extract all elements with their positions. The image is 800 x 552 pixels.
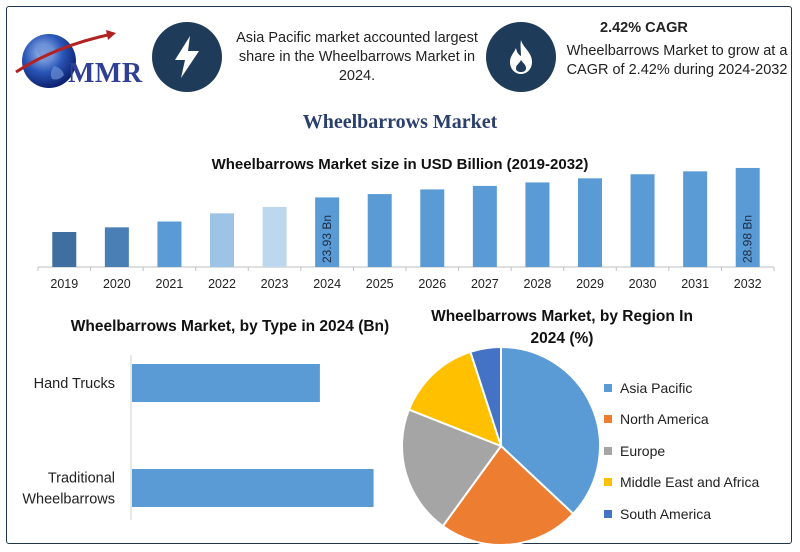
hbar-hand-trucks	[132, 364, 320, 402]
main-title: Wheelbarrows Market	[302, 111, 498, 133]
x-tick-label-2025: 2025	[366, 277, 394, 291]
flame-icon	[510, 40, 532, 74]
legend-swatch	[604, 509, 612, 518]
legend-swatch	[604, 446, 612, 455]
region-chart-title: Wheelbarrows Market, by Region In 2024 (…	[431, 308, 693, 347]
type-chart-title: Wheelbarrows Market, by Type in 2024 (Bn…	[70, 318, 390, 335]
bar-2019	[52, 232, 77, 267]
type-horizontal-bar-chart: Hand Trucks Traditional Wheelbarrows	[22, 355, 374, 520]
x-tick-label-2026: 2026	[418, 277, 446, 291]
y-tick-label: Wheelbarrows	[22, 492, 115, 508]
bar-2022	[210, 213, 234, 267]
y-tick-label: Hand Trucks	[34, 376, 115, 392]
pie-slice-asia-pacific	[500, 345, 601, 516]
legend-label: Asia Pacific	[620, 379, 693, 396]
x-tick-label-2021: 2021	[156, 277, 184, 291]
x-tick-label-2031: 2031	[681, 277, 709, 291]
cagr-text: Wheelbarrows Market to grow at a CAGR of…	[566, 43, 788, 78]
region-legend: Asia Pacific North America Europe Middle Ea…	[604, 372, 759, 530]
pie-slice-south-america	[469, 345, 502, 447]
pie-slice-north-america	[441, 444, 575, 546]
data-label-2024: 23.93 Bn	[320, 215, 334, 263]
bar-2024	[315, 197, 340, 267]
y-tick-label: Traditional	[48, 471, 115, 487]
x-tick-label-2030: 2030	[629, 277, 657, 291]
info-text-asia-pacific: Asia Pacific market accounted largest sh…	[236, 30, 478, 84]
legend-item-asia-pacific: Asia Pacific	[604, 372, 759, 404]
x-tick-label-2020: 2020	[103, 277, 131, 291]
lightning-bolt-badge	[152, 22, 222, 92]
flame-badge	[486, 22, 556, 92]
infographic-frame	[6, 6, 792, 544]
x-tick-label-2032: 2032	[734, 277, 762, 291]
bar-2032	[735, 167, 760, 267]
bar-2025	[367, 194, 392, 267]
lightning-bolt-icon	[175, 36, 199, 78]
region-pie-chart	[401, 345, 601, 546]
legend-item-south-america: South America	[604, 498, 759, 530]
market-size-bar-chart: 2019 2020 2021 2022 2023 2024 23.93 Bn 2025 2026…	[37, 167, 775, 291]
legend-item-north-america: North America	[604, 404, 759, 436]
bar-2028	[525, 182, 550, 267]
x-tick-label-2019: 2019	[50, 277, 78, 291]
legend-swatch	[604, 415, 612, 424]
legend-label: Europe	[620, 442, 666, 459]
x-tick-label-2022: 2022	[208, 277, 236, 291]
x-tick-label-2028: 2028	[524, 277, 552, 291]
bar-2023	[262, 206, 287, 267]
x-tick-label-2024: 2024	[313, 277, 341, 291]
bar-2021	[157, 221, 182, 267]
mmr-globe-logo	[15, 30, 116, 88]
bar-2020	[104, 227, 129, 267]
pie-slice-europe	[401, 408, 503, 528]
legend-label: South America	[620, 505, 712, 522]
x-tick-label-2027: 2027	[471, 277, 499, 291]
bar-2031	[683, 171, 708, 267]
hbar-traditional-wheelbarrows	[132, 469, 374, 507]
legend-item-middle-east-and-africa: Middle East and Africa	[604, 467, 759, 499]
legend-label: North America	[620, 411, 709, 428]
legend-swatch	[604, 478, 612, 487]
bar-chart-title: Wheelbarrows Market size in USD Billion …	[211, 156, 589, 173]
legend-item-europe: Europe	[604, 435, 759, 467]
bar-2029	[578, 178, 602, 267]
legend-swatch	[604, 383, 612, 392]
x-tick-label-2023: 2023	[261, 277, 289, 291]
logo-text: MMR	[68, 58, 143, 89]
x-tick-label-2029: 2029	[576, 277, 604, 291]
bar-2027	[472, 185, 497, 267]
legend-label: Middle East and Africa	[620, 474, 760, 491]
bar-2026	[420, 189, 445, 267]
cagr-title: 2.42% CAGR	[600, 20, 688, 36]
bar-2030	[630, 174, 655, 267]
data-label-2032: 28.98 Bn	[741, 215, 755, 263]
